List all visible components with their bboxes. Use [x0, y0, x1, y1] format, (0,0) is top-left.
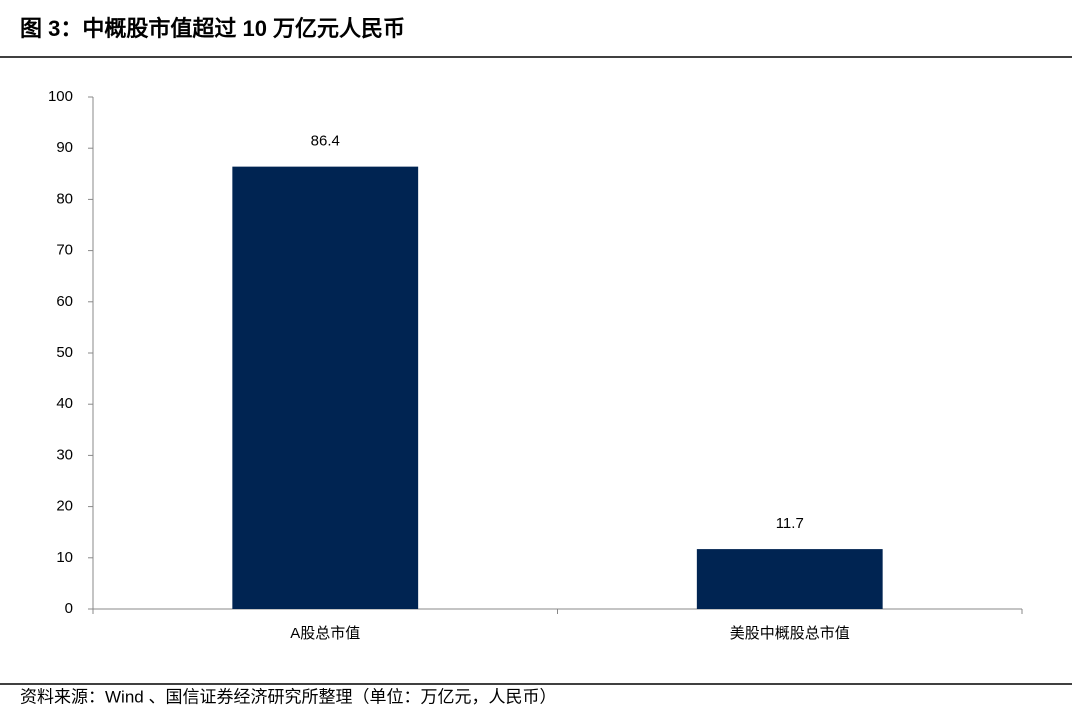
y-tick-label: 90 — [56, 139, 73, 156]
y-tick-label: 60 — [56, 293, 73, 310]
y-tick-label: 70 — [56, 242, 73, 259]
y-tick-label: 50 — [56, 344, 73, 361]
y-tick-label: 40 — [56, 395, 73, 412]
chart-title: 图 3：中概股市值超过 10 万亿元人民币 — [20, 16, 405, 41]
y-tick-label: 80 — [56, 190, 73, 207]
x-tick-label: A股总市值 — [290, 625, 360, 642]
data-label: 86.4 — [311, 133, 340, 150]
x-tick-label: 美股中概股总市值 — [730, 625, 850, 642]
y-tick-label: 10 — [56, 549, 73, 566]
bar — [232, 166, 419, 609]
y-tick-label: 100 — [48, 88, 73, 105]
y-tick-label: 0 — [65, 600, 73, 617]
data-label: 11.7 — [776, 515, 804, 532]
y-tick-label: 30 — [56, 446, 73, 463]
bar — [696, 549, 883, 609]
source-note: 资料来源：Wind 、国信证券经济研究所整理（单位：万亿元，人民币） — [20, 687, 556, 706]
y-tick-label: 20 — [56, 498, 73, 515]
